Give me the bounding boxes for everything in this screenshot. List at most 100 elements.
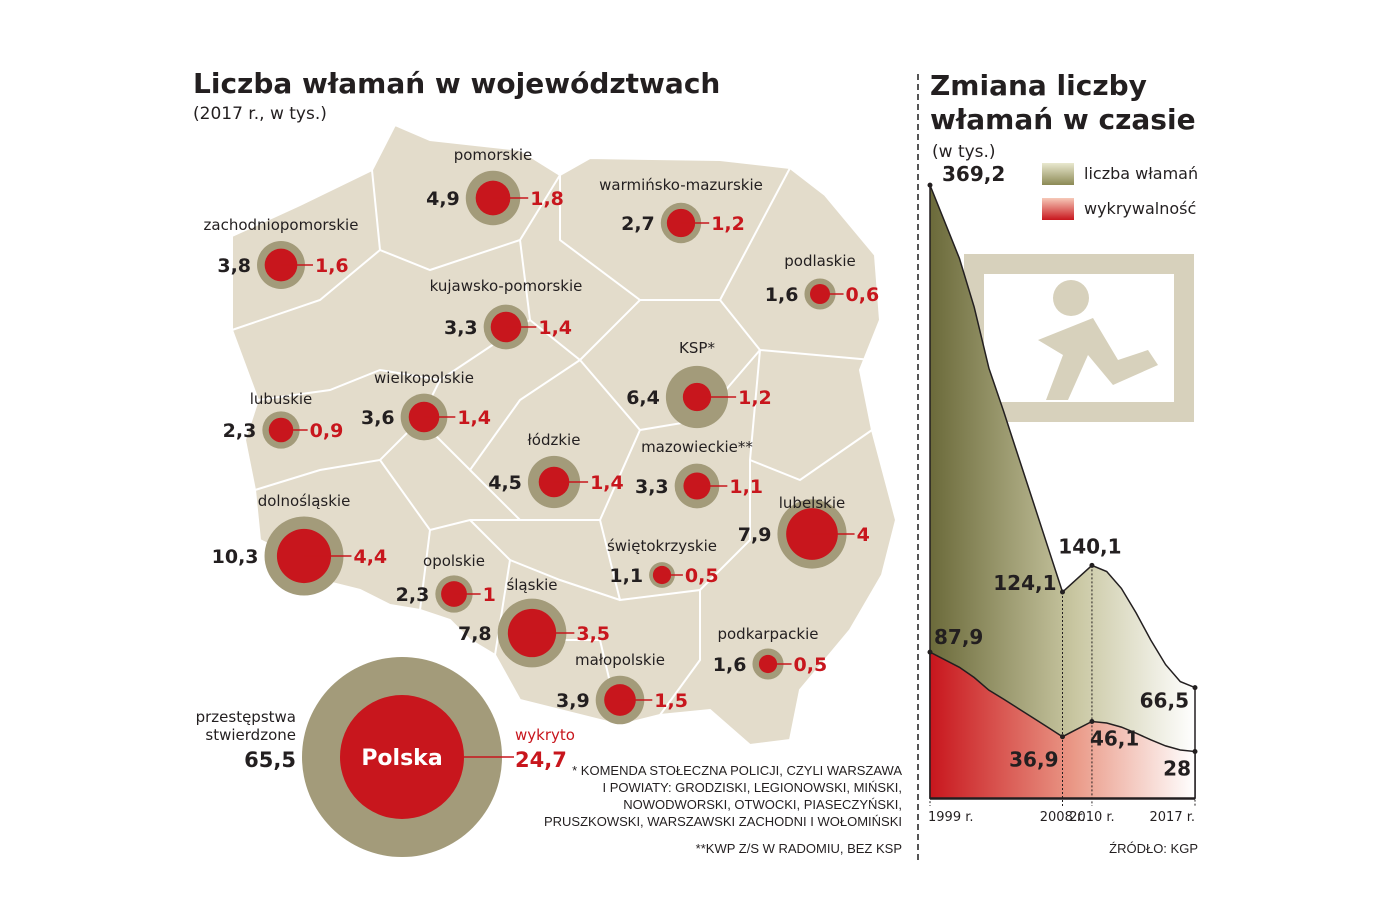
- value-label-wykrywalnosc: 36,9: [1009, 748, 1058, 772]
- reported-value-label: 3,8: [217, 255, 251, 277]
- region-name-label: zachodniopomorskie: [204, 216, 359, 234]
- reported-value-label: 3,3: [635, 476, 669, 498]
- value-label-liczba-wlaman: 66,5: [1140, 689, 1189, 713]
- region-name-label: śląskie: [506, 576, 557, 594]
- value-label-wykrywalnosc: 87,9: [934, 625, 983, 649]
- point-liczba-wlaman: [1192, 685, 1198, 691]
- series-area-wykrywalnosc: [929, 650, 1196, 799]
- footnote-kwp: **KWP Z/S W RADOMIU, BEZ KSP: [695, 841, 902, 856]
- reported-value-label: 7,8: [458, 623, 492, 645]
- reported-value-label: 1,6: [765, 284, 799, 306]
- x-tick-label: 1999 r.: [928, 810, 974, 825]
- region-bubbles: pomorskie 4,9 1,8 warmińsko-mazurskie 2,7 1,2…: [204, 146, 879, 725]
- region-opolskie: opolskie 2,3 1: [396, 552, 496, 613]
- region-name-label: warmińsko-mazurskie: [599, 176, 763, 194]
- reported-value-label: 2,3: [396, 584, 430, 606]
- region-borders: [231, 167, 873, 726]
- region-name-label: wielkopolskie: [374, 369, 474, 387]
- legend-label-wykrywalnosc: wykrywalność: [1084, 199, 1197, 218]
- reported-value-label: 3,9: [556, 690, 590, 712]
- series-area-liczba-wlaman: [929, 184, 1196, 799]
- detected-value-label: 3,5: [576, 623, 610, 645]
- region-lubuskie: lubuskie 2,3 0,9: [223, 390, 344, 449]
- region-name-label: opolskie: [423, 552, 485, 570]
- reported-value-label: 4,9: [426, 188, 460, 210]
- region-name-label: podkarpackie: [717, 625, 818, 643]
- detected-value-label: 1,2: [738, 387, 772, 409]
- reported-value-label: 3,6: [361, 407, 395, 429]
- right-title-line1: Zmiana liczby: [930, 69, 1147, 102]
- region-name-label: KSP*: [679, 339, 715, 357]
- area-guides: [927, 182, 1198, 806]
- region-name-label: lubelskie: [779, 494, 846, 512]
- reported-value-label: 10,3: [212, 546, 259, 568]
- region-wielkopolskie: wielkopolskie 3,6 1,4: [361, 369, 491, 441]
- footnote-line: NOWODWORSKI, OTWOCKI, PIASECZYŃSKI,: [623, 797, 902, 812]
- reported-value-label: 1,1: [609, 565, 643, 587]
- poland-bubble-map: pomorskie 4,9 1,8 warmińsko-mazurskie 2,7 1,2…: [196, 123, 898, 857]
- region-warminsko-mazurskie: warmińsko-mazurskie 2,7 1,2: [599, 176, 763, 244]
- point-wykrywalnosc: [1089, 718, 1095, 724]
- detected-value-label: 1: [483, 584, 496, 606]
- footnote-line: I POWIATY: GRODZISKI, LEGIONOWSKI, MIŃSK…: [602, 780, 902, 795]
- left-subtitle: (2017 r., w tys.): [193, 104, 327, 124]
- detected-value-label: 1,5: [654, 690, 688, 712]
- reported-value-label: 1,6: [713, 654, 747, 676]
- region-name-label: pomorskie: [454, 146, 533, 164]
- reported-caption-line2: stwierdzone: [205, 726, 296, 744]
- value-label-wykrywalnosc: 28: [1163, 757, 1191, 781]
- region-lodzkie: łódzkie 4,5 1,4: [488, 431, 624, 509]
- right-title-line2: włamań w czasie: [930, 103, 1196, 136]
- region-name-label: podlaskie: [784, 252, 855, 270]
- total-detected-value: 24,7: [515, 748, 567, 772]
- right-subtitle: (w tys.): [932, 142, 996, 162]
- chart-legend: liczba włamań wykrywalność: [1042, 163, 1202, 233]
- region-name-label: małopolskie: [575, 651, 665, 669]
- reported-value-label: 4,5: [488, 472, 522, 494]
- area-value-labels: 369,2 87,9 124,1 36,9 140,1 46,166,5 28: [934, 162, 1191, 780]
- total-reported-value: 65,5: [244, 748, 296, 772]
- detected-value-label: 0,6: [846, 284, 880, 306]
- region-swietokrzyskie: świętokrzyskie 1,1 0,5: [607, 537, 719, 588]
- value-label-liczba-wlaman: 369,2: [942, 162, 1005, 186]
- detected-value-label: 1,2: [711, 213, 745, 235]
- detected-value-label: 1,8: [530, 188, 564, 210]
- point-liczba-wlaman: [1060, 589, 1065, 595]
- reported-value-label: 2,7: [621, 213, 655, 235]
- reported-caption-line1: przestępstwa: [196, 708, 296, 726]
- section-divider: [917, 74, 919, 860]
- footnote-ksp: * KOMENDA STOŁECZNA POLICJI, CZYLI WARSZ…: [520, 762, 902, 830]
- detected-value-label: 1,4: [590, 472, 624, 494]
- x-tick-label: 2010 r.: [1069, 810, 1115, 825]
- value-label-liczba-wlaman: 140,1: [1058, 534, 1121, 558]
- region-name-label: świętokrzyskie: [607, 537, 717, 555]
- region-mazowieckie: mazowieckie** 3,3 1,1: [635, 438, 763, 509]
- legend-swatch-liczba-wlaman: [1042, 163, 1074, 185]
- source-label: ŹRÓDŁO: KGP: [1109, 841, 1198, 856]
- point-wykrywalnosc: [1192, 749, 1198, 755]
- region-slaskie: śląskie 7,8 3,5: [458, 576, 610, 668]
- region-podlaskie: podlaskie 1,6 0,6: [765, 252, 879, 310]
- point-wykrywalnosc: [927, 649, 933, 655]
- x-tick-label: 2008 r.: [1040, 810, 1086, 825]
- reported-value-label: 6,4: [626, 387, 660, 409]
- legend-swatch-wykrywalnosc: [1042, 198, 1074, 220]
- region-dolnoslaskie: dolnośląskie 10,3 4,4: [212, 492, 387, 596]
- area-chart: 369,2 87,9 124,1 36,9 140,1 46,166,5 28 1999 r…: [927, 162, 1198, 825]
- detected-value-label: 0,9: [310, 420, 344, 442]
- detected-value-label: 1,4: [457, 407, 491, 429]
- point-liczba-wlaman: [1089, 562, 1095, 568]
- total-name-label: Polska: [361, 746, 442, 771]
- area-x-axis: 1999 r. 2008 r.2010 r. 2017 r.: [928, 798, 1195, 825]
- reported-value-label: 7,9: [738, 524, 772, 546]
- region-name-label: kujawsko-pomorskie: [430, 277, 583, 295]
- region-lubelskie: lubelskie 7,9 4: [738, 494, 870, 569]
- bubble-detected-total: [340, 695, 464, 819]
- detected-caption: wykryto: [515, 726, 575, 744]
- detected-value-label: 0,5: [794, 654, 828, 676]
- detected-value-label: 0,5: [685, 565, 719, 587]
- legend-label-liczba-wlaman: liczba włamań: [1084, 164, 1199, 183]
- point-liczba-wlaman: [927, 182, 933, 188]
- detected-value-label: 1,4: [538, 317, 572, 339]
- region-kujawsko-pomorskie: kujawsko-pomorskie 3,3 1,4: [430, 277, 583, 350]
